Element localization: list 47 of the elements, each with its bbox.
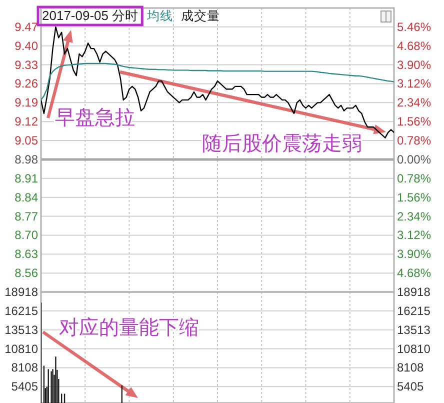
y2-tick-label: 1.56%: [397, 190, 432, 204]
y2-tick-label: 3.90%: [397, 247, 432, 262]
y2-tick-label: 1.56%: [397, 114, 432, 129]
y2-tick-label: 0.78%: [397, 134, 432, 148]
y-tick-label: 8.84: [14, 190, 38, 204]
y-tick-label: 9.33: [14, 58, 38, 72]
y2-tick-label: 4.68%: [397, 266, 432, 280]
y-tick-label: 8.98: [14, 152, 38, 166]
annotation: 对应的量能下缩: [59, 317, 199, 339]
y-tick-label: 9.19: [14, 96, 38, 110]
y-tick-label: 13513: [4, 322, 38, 337]
y-tick-label: 9.12: [14, 114, 38, 129]
text: 成交量: [181, 8, 220, 23]
y-tick-label: 16215: [4, 304, 38, 318]
y2-tick-label: 3.12%: [397, 228, 432, 242]
y2-tick-label: 18918: [397, 285, 431, 299]
y2-tick-label: 2.34%: [397, 209, 432, 224]
y-tick-label: 9.05: [14, 134, 38, 148]
y2-tick-label: 3.90%: [397, 58, 432, 72]
y2-tick-label: 4.68%: [397, 38, 432, 53]
y-tick-label: 18918: [4, 285, 38, 299]
y2-tick-label: 0.00%: [397, 152, 432, 166]
y-tick-label: 8.56: [14, 266, 38, 280]
y-tick-label: 8.77: [14, 209, 38, 224]
y-tick-label: 8.91: [14, 171, 38, 186]
y2-tick-label: 13513: [397, 322, 431, 337]
annotation: 随后股价震荡走弱: [202, 133, 362, 155]
annotation: 早盘急拉: [55, 107, 135, 129]
line-series: [41, 62, 394, 101]
y2-tick-label: 0.78%: [397, 171, 432, 186]
y2-tick-label: 8108: [397, 360, 424, 375]
y-tick-label: 9.26: [14, 76, 38, 91]
y2-tick-label: 10810: [397, 342, 431, 356]
y-tick-label: 8.63: [14, 247, 38, 262]
chart-title: 2017-09-05 分时: [42, 8, 138, 23]
y2-tick-label: 5405: [397, 380, 424, 394]
y-tick-label: 8108: [11, 360, 38, 375]
text: 均线: [146, 9, 174, 23]
y-tick-label: 5405: [11, 380, 38, 394]
y-tick-label: 10810: [4, 342, 38, 356]
y-tick-label: 8.70: [14, 228, 38, 242]
y-tick-label: 9.47: [14, 20, 38, 34]
y2-tick-label: 3.12%: [397, 76, 432, 91]
y-tick-label: 9.40: [14, 38, 38, 53]
y2-tick-label: 16215: [397, 304, 431, 318]
y2-tick-label: 2.34%: [397, 96, 432, 110]
y2-tick-label: 5.46%: [397, 20, 432, 34]
